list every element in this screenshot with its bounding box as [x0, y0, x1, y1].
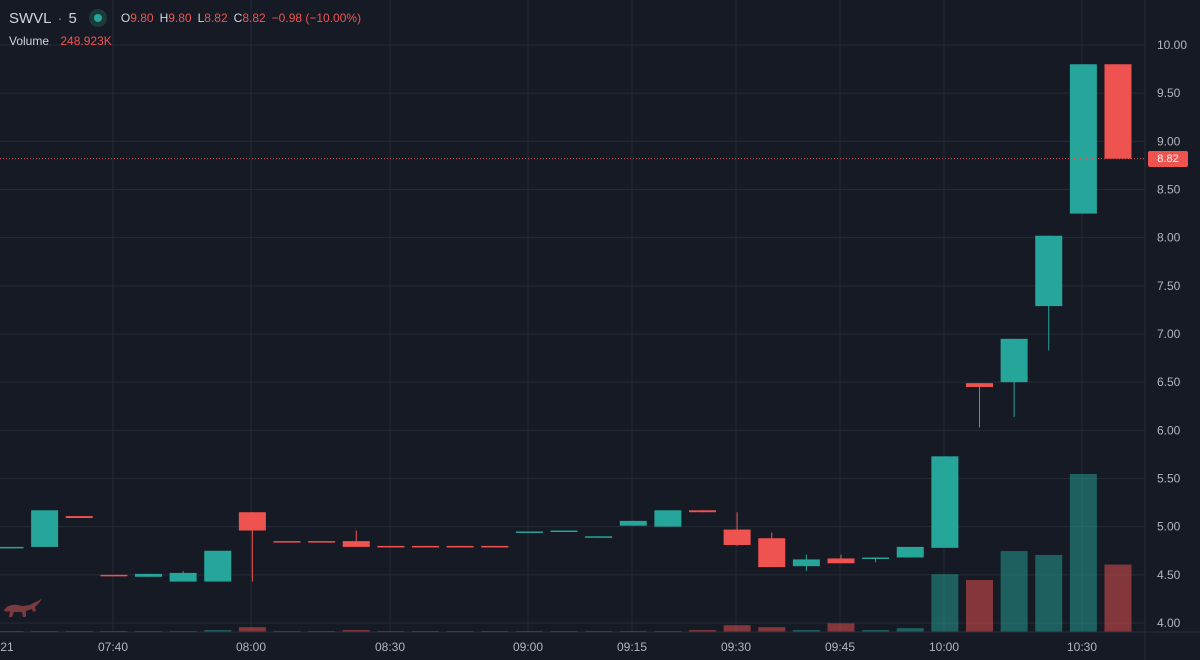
- y-tick-label: 10.00: [1157, 38, 1187, 52]
- y-tick-label: 6.50: [1157, 375, 1181, 389]
- candle-body: [1069, 64, 1097, 214]
- candle-body: [862, 557, 890, 559]
- y-tick-label: 4.00: [1157, 616, 1181, 630]
- candle-body: [169, 572, 197, 582]
- volume-bar: [342, 630, 370, 632]
- open-label: O: [120, 11, 131, 25]
- y-tick-label: 9.00: [1157, 134, 1181, 148]
- x-tick-label: 10:30: [1067, 640, 1097, 654]
- symbol-name[interactable]: SWVL: [9, 9, 52, 27]
- candle-body: [481, 545, 509, 548]
- legend-separator: ·: [57, 9, 63, 27]
- candle-body: [654, 510, 682, 527]
- candle-body: [1000, 338, 1028, 383]
- candle-body: [0, 546, 24, 549]
- candle-body: [1104, 64, 1132, 159]
- candle-body: [689, 510, 716, 513]
- volume-bar: [723, 625, 751, 632]
- y-tick-label: 9.50: [1157, 86, 1181, 100]
- x-tick-label: 08:30: [375, 640, 405, 654]
- x-tick-label: 09:15: [617, 640, 647, 654]
- volume-bar: [931, 574, 959, 632]
- candle-body: [342, 541, 370, 547]
- volume-bar: [1000, 551, 1028, 632]
- candle-body: [966, 383, 993, 387]
- volume-value: 248.923K: [60, 34, 112, 48]
- candle-body: [550, 530, 578, 533]
- y-tick-label: 4.50: [1157, 568, 1181, 582]
- candle-body: [446, 545, 474, 548]
- volume-bar: [827, 623, 855, 632]
- y-tick-label: 5.00: [1157, 520, 1181, 534]
- candle-body: [585, 536, 613, 538]
- y-tick-label: 7.00: [1157, 327, 1181, 341]
- high-label: H: [159, 11, 169, 25]
- volume-label[interactable]: Volume: [9, 34, 50, 48]
- candle-body: [238, 512, 266, 531]
- change-value: −0.98 (−10.00%): [271, 11, 362, 25]
- x-tick-label: 09:45: [825, 640, 855, 654]
- candle-body: [100, 574, 128, 577]
- candle-body: [308, 541, 336, 543]
- open-value: 9.80: [130, 11, 154, 25]
- low-value: 8.82: [204, 11, 228, 25]
- candle-body: [723, 529, 751, 545]
- x-tick-label: 09:00: [513, 640, 543, 654]
- candle-body: [792, 559, 820, 567]
- x-tick-label: 08:00: [236, 640, 266, 654]
- y-tick-label: 6.00: [1157, 423, 1181, 437]
- volume-bar: [1104, 564, 1132, 632]
- symbol-legend: SWVL · 5 O 9.80 H 9.80 L 8.82 C 8.82 −0.98 (…: [9, 9, 361, 27]
- candle-body: [1035, 235, 1063, 307]
- candle-body: [204, 550, 232, 582]
- candle-body: [135, 573, 162, 577]
- volume-bar: [204, 630, 232, 632]
- y-tick-label: 8.50: [1157, 183, 1181, 197]
- x-tick-label: 09:30: [721, 640, 751, 654]
- volume-bar: [896, 628, 924, 632]
- x-tick-label: 10:00: [929, 640, 959, 654]
- market-status-icon[interactable]: [88, 9, 107, 27]
- close-label: C: [233, 11, 243, 25]
- candle-body: [827, 558, 855, 564]
- candle-body: [377, 545, 405, 548]
- candle-body: [896, 546, 924, 558]
- y-tick-label: 5.50: [1157, 472, 1181, 486]
- y-tick-label: 7.50: [1157, 279, 1181, 293]
- volume-legend: Volume 248.923K: [9, 34, 112, 48]
- volume-bar: [792, 630, 820, 632]
- close-value: 8.82: [242, 11, 266, 25]
- candle-body: [931, 456, 959, 548]
- x-tick-label: 07:40: [98, 640, 128, 654]
- volume-bar: [862, 630, 890, 632]
- candle-body: [31, 510, 59, 547]
- x-tick-label: 21: [0, 640, 14, 654]
- volume-bar: [1069, 474, 1097, 632]
- candle-body: [758, 538, 786, 568]
- volume-bar: [689, 630, 716, 632]
- bull-logo-icon[interactable]: [2, 596, 44, 620]
- candle-body: [412, 545, 439, 548]
- volume-bar: [966, 579, 993, 632]
- high-value: 9.80: [168, 11, 192, 25]
- volume-bar: [238, 627, 266, 632]
- candle-body: [619, 520, 647, 526]
- last-price-badge: 8.82: [1148, 150, 1188, 167]
- candle-body: [273, 541, 301, 543]
- low-label: L: [197, 11, 205, 25]
- volume-bar: [1035, 554, 1063, 632]
- y-tick-label: 8.00: [1157, 231, 1181, 245]
- volume-bar: [758, 627, 786, 632]
- candle-body: [515, 531, 543, 533]
- candle-body: [65, 516, 93, 518]
- interval-label[interactable]: 5: [68, 9, 77, 27]
